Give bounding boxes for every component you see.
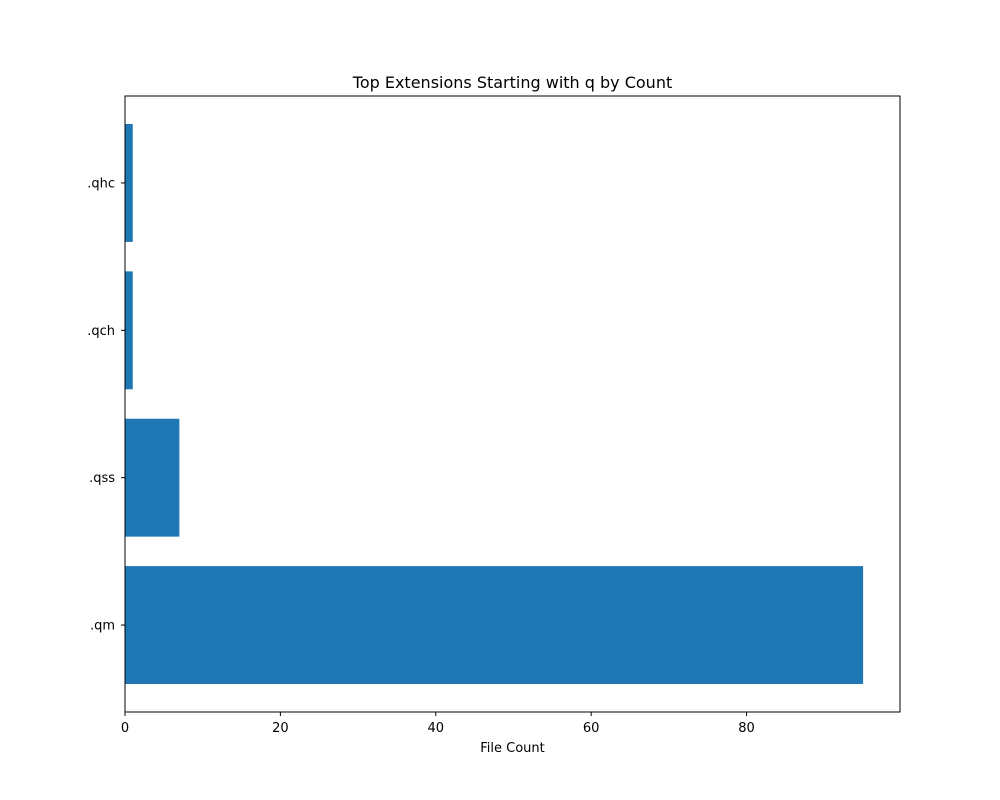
x-tick-label: 20 — [272, 721, 289, 736]
y-tick-label: .qss — [89, 471, 115, 486]
x-axis: 0 20 40 60 80 — [121, 712, 755, 736]
plot-frame — [124, 95, 901, 713]
y-axis: .qm .qss .qch .qhc — [87, 176, 125, 634]
x-tick-label: 60 — [583, 721, 600, 736]
bar-qhc — [125, 124, 133, 242]
x-tick-label: 80 — [738, 721, 755, 736]
bars-layer — [125, 124, 864, 684]
x-axis-label: File Count — [480, 741, 545, 756]
y-tick-label: .qm — [90, 619, 115, 634]
bar-qm — [125, 566, 864, 684]
x-tick-label: 40 — [428, 721, 445, 736]
x-tick-label: 0 — [121, 721, 129, 736]
y-tick-label: .qch — [87, 324, 115, 339]
bar-qch — [125, 271, 133, 390]
bar-qss — [125, 418, 180, 537]
y-tick-label: .qhc — [87, 176, 115, 191]
chart-title: Top Extensions Starting with q by Count — [352, 73, 672, 92]
